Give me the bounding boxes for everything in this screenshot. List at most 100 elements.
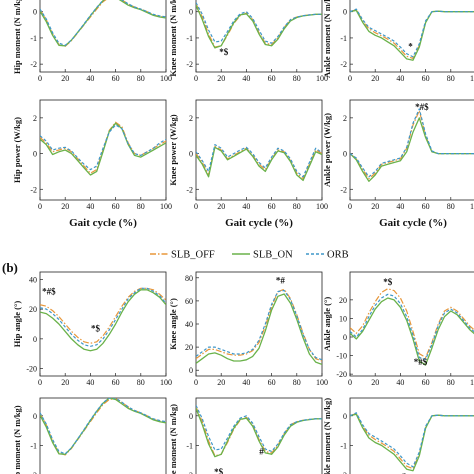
series-line-slb-on bbox=[196, 293, 322, 366]
y-tick-label: 0 bbox=[343, 150, 347, 159]
x-tick-label: 100 bbox=[470, 202, 474, 211]
legend-label-slb-off: SLB_OFF bbox=[171, 250, 215, 261]
x-tick-label: 40 bbox=[396, 202, 404, 211]
y-tick-label: -2 bbox=[30, 185, 37, 194]
x-tick-label: 100 bbox=[470, 378, 474, 387]
x-tick-label: 40 bbox=[242, 202, 250, 211]
x-tick-label: 20 bbox=[61, 74, 69, 83]
significance-marker: *#$ bbox=[42, 286, 56, 296]
x-tick-label: 80 bbox=[137, 378, 145, 387]
y-axis-label: Knee power (W/kg) bbox=[168, 114, 178, 185]
y-tick-label: -1 bbox=[340, 441, 347, 450]
y-tick-label: 0 bbox=[33, 412, 37, 421]
series-line-slb-off bbox=[350, 288, 474, 358]
x-tick-label: 20 bbox=[217, 202, 225, 211]
significance-marker: *$ bbox=[214, 467, 224, 474]
series-line-slb-on bbox=[350, 117, 474, 182]
x-tick-label: 60 bbox=[422, 202, 430, 211]
series-line-slb-on bbox=[196, 4, 322, 49]
plot-frame bbox=[39, 0, 167, 73]
x-tick-label: 60 bbox=[268, 74, 276, 83]
y-tick-label: -2 bbox=[340, 60, 347, 69]
x-tick-label: 20 bbox=[61, 378, 69, 387]
y-tick-label: -1 bbox=[30, 34, 37, 43]
series-line-slb-on bbox=[40, 398, 166, 455]
x-tick-label: 60 bbox=[112, 202, 120, 211]
plot-frame bbox=[195, 271, 323, 377]
subplot-knee-moment-n-m-kg: 0 20 40 60 80 100 -2 -1 0 Knee moment (N m/kg) *$ bbox=[168, 0, 328, 83]
y-tick-label: 20 bbox=[29, 305, 37, 314]
x-tick-label: 0 bbox=[38, 202, 42, 211]
x-tick-label: 100 bbox=[470, 74, 474, 83]
y-tick-label: 0 bbox=[33, 335, 37, 344]
plot-frame bbox=[195, 397, 323, 474]
x-tick-label: 0 bbox=[348, 202, 352, 211]
x-tick-label: 40 bbox=[396, 74, 404, 83]
series-line-orb bbox=[40, 398, 166, 455]
significance-marker: *#$ bbox=[415, 102, 429, 112]
y-tick-label: 60 bbox=[185, 297, 193, 306]
y-tick-label: 40 bbox=[185, 320, 193, 329]
significance-marker: # bbox=[259, 446, 264, 456]
x-tick-label: 0 bbox=[38, 378, 42, 387]
y-axis-label: ankle moment (N m/kg) bbox=[322, 398, 332, 474]
significance-marker: *#$ bbox=[414, 357, 428, 367]
y-axis-label: ee moment (N m/kg) bbox=[168, 404, 178, 474]
y-axis-label: Knee moment (N m/kg) bbox=[168, 0, 178, 77]
series-line-orb bbox=[40, 124, 166, 171]
plot-frame bbox=[349, 99, 474, 201]
series-line-slb-off bbox=[196, 288, 322, 362]
x-tick-label: 40 bbox=[86, 202, 94, 211]
series-line-slb-on bbox=[350, 9, 474, 61]
x-tick-label: 20 bbox=[217, 74, 225, 83]
series-line-slb-on bbox=[350, 413, 474, 472]
series-line-slb-on bbox=[350, 297, 474, 366]
y-axis-label: Ankle angle (°) bbox=[322, 297, 332, 352]
x-tick-label: 60 bbox=[112, 74, 120, 83]
y-tick-label: 0 bbox=[189, 150, 193, 159]
series-line-slb-off bbox=[40, 0, 166, 47]
series-line-orb bbox=[40, 287, 166, 347]
x-tick-label: 100 bbox=[160, 378, 172, 387]
y-tick-label: 20 bbox=[339, 296, 347, 305]
y-axis-label: Ankle moment (N m/kg) bbox=[322, 0, 332, 78]
significance-marker: *$ bbox=[383, 277, 393, 287]
series-line-orb bbox=[196, 2, 322, 44]
y-axis-label: Hip angle (°) bbox=[12, 301, 22, 348]
y-tick-label: -2 bbox=[340, 471, 347, 474]
x-tick-label: 100 bbox=[160, 74, 172, 83]
series-line-slb-on bbox=[196, 146, 322, 182]
x-tick-label: 20 bbox=[371, 202, 379, 211]
y-tick-label: -10 bbox=[336, 352, 347, 361]
x-tick-label: 60 bbox=[268, 378, 276, 387]
x-tick-label: 20 bbox=[217, 378, 225, 387]
x-axis-label: Gait cycle (%) bbox=[69, 217, 137, 229]
x-tick-label: 60 bbox=[422, 74, 430, 83]
x-tick-label: 80 bbox=[447, 74, 455, 83]
x-tick-label: 80 bbox=[137, 202, 145, 211]
y-tick-label: 0 bbox=[189, 412, 193, 421]
legend: SLB_OFF SLB_ON ORB bbox=[150, 250, 349, 261]
series-line-slb-on bbox=[40, 122, 166, 176]
plot-frame bbox=[195, 99, 323, 201]
significance-marker: *$ bbox=[91, 323, 101, 333]
plot-frame bbox=[39, 99, 167, 201]
x-tick-label: 80 bbox=[447, 202, 455, 211]
plot-frame bbox=[349, 0, 474, 73]
x-axis-label: Gait cycle (%) bbox=[379, 217, 447, 229]
y-axis-label: Knee angle (°) bbox=[168, 298, 178, 350]
series-line-orb bbox=[350, 108, 474, 178]
significance-marker: *$ bbox=[219, 47, 229, 57]
y-tick-label: 20 bbox=[185, 343, 193, 352]
x-tick-label: 0 bbox=[38, 74, 42, 83]
significance-marker: *# bbox=[276, 276, 286, 286]
series-line-orb bbox=[350, 412, 474, 468]
series-line-orb bbox=[350, 8, 474, 58]
x-tick-label: 0 bbox=[348, 74, 352, 83]
